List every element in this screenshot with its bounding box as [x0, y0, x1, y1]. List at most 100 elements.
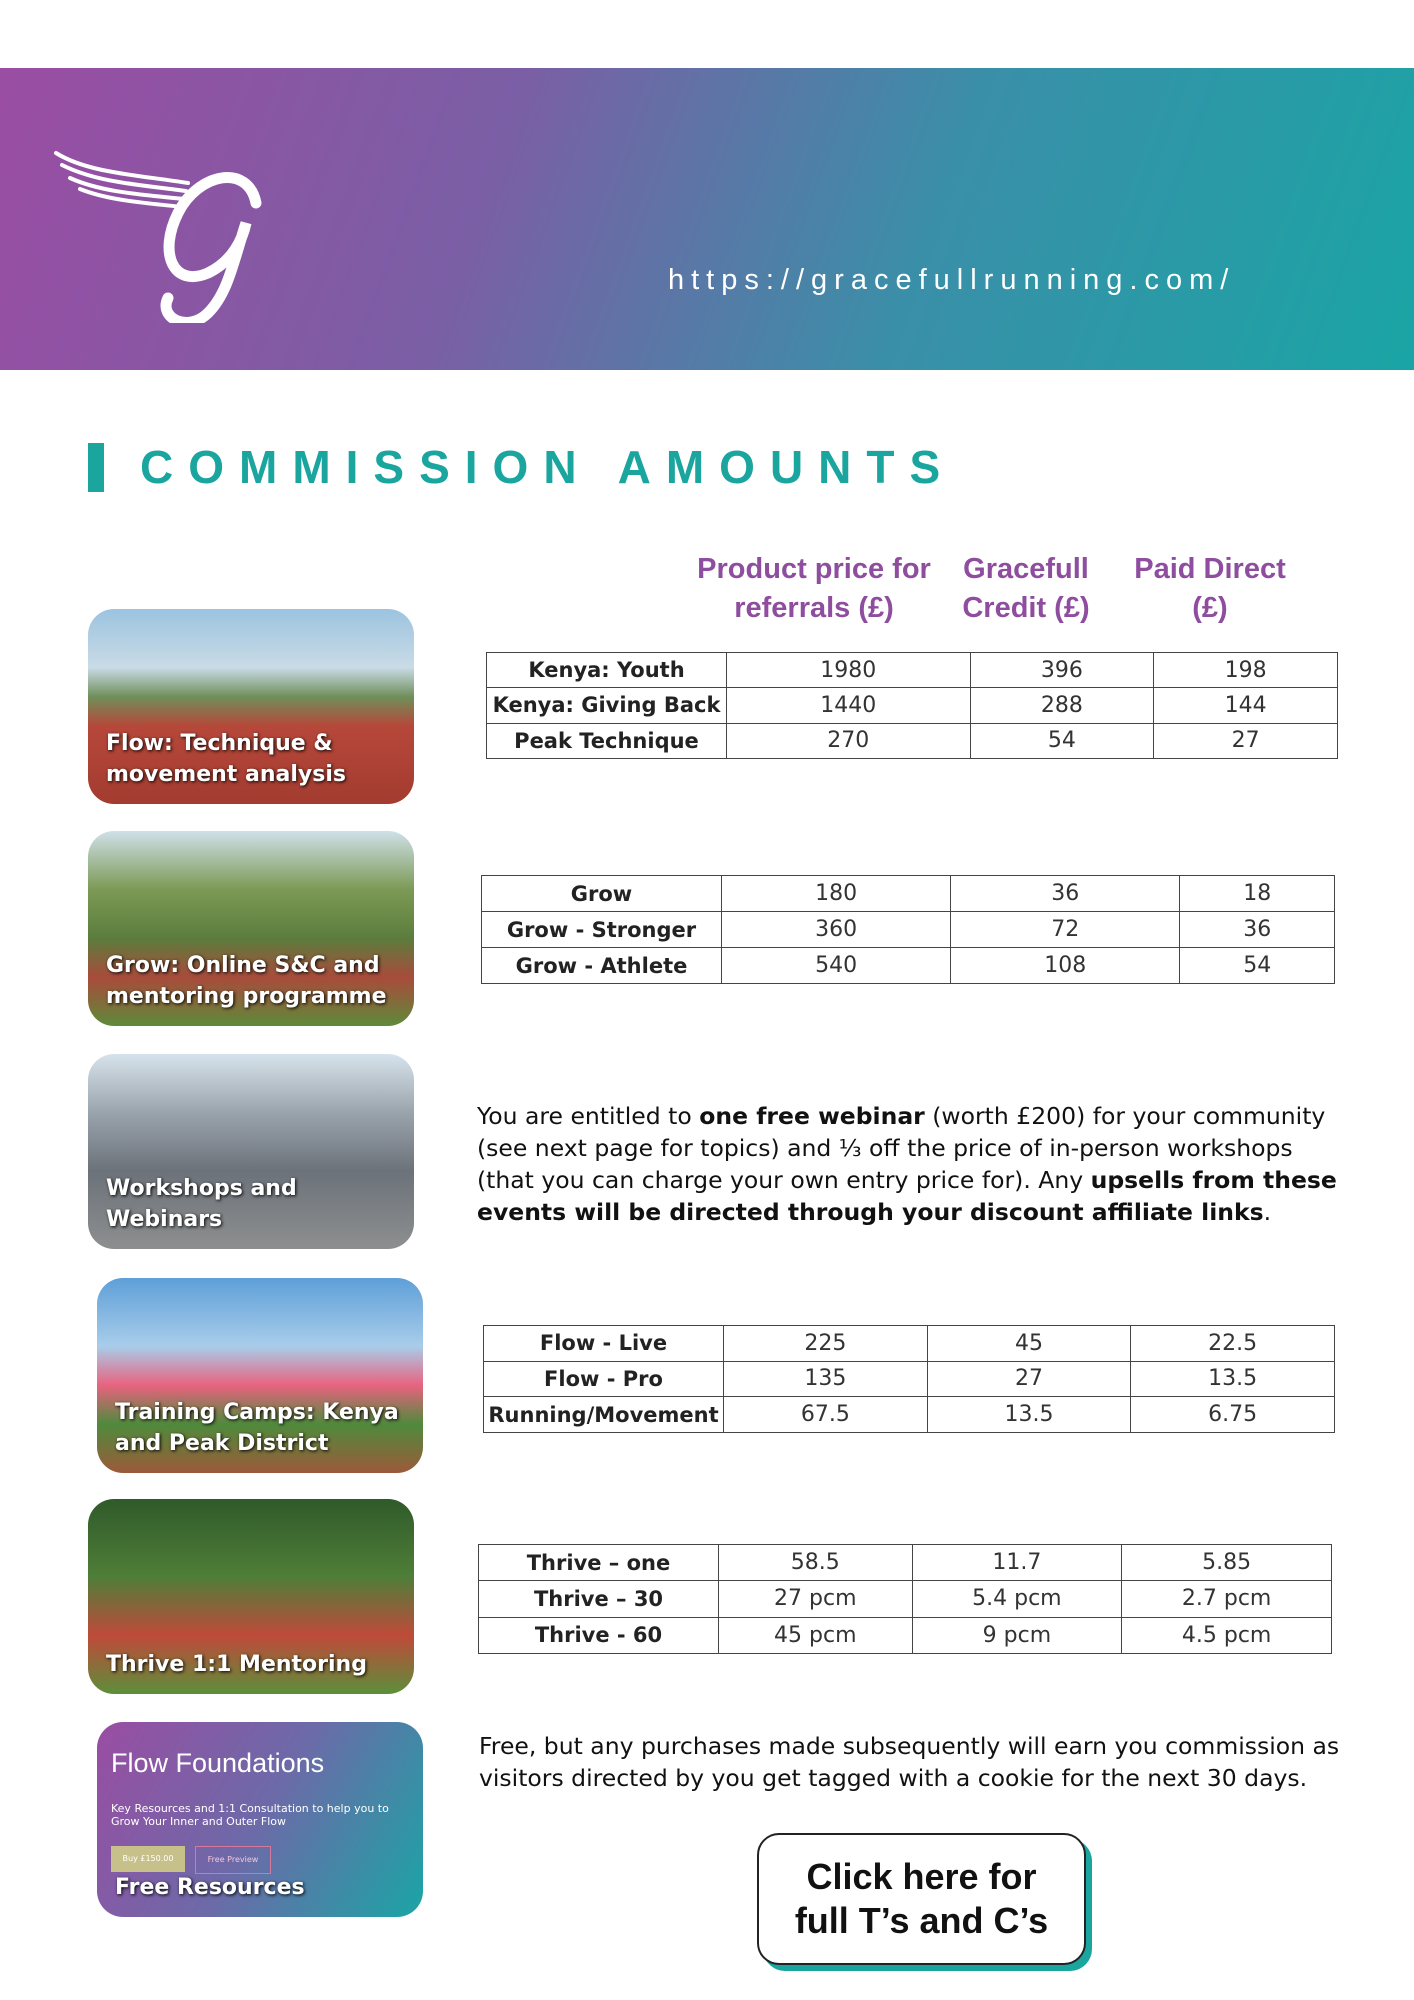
amount-cell: 1980: [726, 651, 971, 689]
commission-table: Grow 180 36 18 Grow - Stronger 360 72 36 Grow - …: [481, 875, 1335, 984]
website-url[interactable]: https://gracefullrunning.com/: [668, 264, 1236, 296]
card-caption: Training Camps: Kenya and Peak District: [115, 1400, 399, 1456]
amount-cell: 288: [969, 687, 1155, 724]
product-name: Flow - Pro: [483, 1360, 724, 1398]
program-card: Grow: Online S&C and mentoring programme: [88, 831, 414, 1026]
card-caption: Flow: Technique & movement analysis: [106, 731, 346, 787]
commission-table: Flow - Live 225 45 22.5 Flow - Pro 135 27 13.5 R…: [483, 1325, 1335, 1433]
text-run: (worth £200) for your community (see nex…: [477, 1102, 1326, 1194]
amount-cell: 108: [950, 947, 1181, 984]
table-row: Thrive – one 58.5 11.7 5.85: [478, 1543, 1332, 1582]
amount-cell: 4.5 pcm: [1121, 1616, 1332, 1655]
amount-cell: 13.5: [1130, 1360, 1335, 1398]
header-banner: https://gracefullrunning.com/: [0, 68, 1414, 370]
table-body: Grow 180 36 18 Grow - Stronger 360 72 36 Grow - …: [481, 875, 1335, 984]
amount-cell: 11.7: [911, 1543, 1123, 1582]
table-row: Kenya: Youth 1980 396 198: [486, 651, 1338, 689]
amount-cell: 144: [1153, 687, 1338, 724]
program-card: Flow: Technique & movement analysis: [88, 609, 414, 804]
amount-cell: 135: [723, 1360, 928, 1398]
amount-cell: 6.75: [1130, 1396, 1335, 1433]
product-name: Kenya: Youth: [486, 651, 727, 689]
webinar-text: You are entitled to one free webinar (wo…: [477, 1100, 1337, 1228]
amount-cell: 54: [1179, 947, 1335, 984]
product-name: Grow - Athlete: [481, 947, 722, 984]
amount-cell: 58.5: [718, 1543, 913, 1582]
amount-cell: 5.85: [1121, 1543, 1332, 1582]
amount-cell: 180: [720, 875, 952, 912]
table-row: Thrive - 60 45 pcm 9 pcm 4.5 pcm: [478, 1616, 1332, 1655]
card-description: Key Resources and 1:1 Consultation to he…: [111, 1802, 389, 1828]
amount-cell: 1440: [726, 687, 971, 724]
table-row: Kenya: Giving Back 1440 288 144: [486, 687, 1338, 724]
amount-cell: 36: [950, 875, 1181, 912]
table-body: Kenya: Youth 1980 396 198 Kenya: Giving Back…: [486, 651, 1338, 760]
table-row: Flow - Live 225 45 22.5: [483, 1325, 1335, 1362]
amount-cell: 18: [1179, 875, 1335, 912]
amount-cell: 22.5: [1130, 1325, 1335, 1362]
table-body: Thrive – one 58.5 11.7 5.85 Thrive – 30 27 pc…: [478, 1543, 1332, 1655]
product-name: Thrive - 60: [478, 1616, 719, 1655]
product-name: Grow: [481, 875, 722, 912]
buy-button[interactable]: Buy £150.00: [111, 1846, 185, 1872]
preview-button[interactable]: Free Preview: [195, 1846, 271, 1874]
column-header: Paid Direct (£): [1134, 553, 1286, 624]
amount-cell: 27: [926, 1360, 1132, 1398]
text-run: upsells from these events will be direct…: [477, 1166, 1337, 1226]
amount-cell: 198: [1153, 651, 1338, 689]
commission-table: Thrive – one 58.5 11.7 5.85 Thrive – 30 27 pc…: [478, 1543, 1332, 1655]
table-row: Grow - Athlete 540 108 54: [481, 947, 1335, 984]
free-resources-text: Free, but any purchases made subsequentl…: [479, 1732, 1340, 1792]
amount-cell: 540: [720, 947, 952, 984]
card-heading: Flow Foundations: [111, 1748, 325, 1778]
card-caption: Grow: Online S&C and mentoring programme: [106, 953, 387, 1009]
column-header: Product price for referrals (£): [697, 553, 931, 624]
section-title: COMMISSION AMOUNTS: [140, 441, 956, 493]
amount-cell: 27 pcm: [718, 1580, 913, 1618]
amount-cell: 67.5: [723, 1396, 928, 1433]
text-run: one free webinar: [699, 1102, 925, 1130]
terms-button[interactable]: Click here for full T’s and C’s: [757, 1833, 1086, 1965]
text-run: .: [1263, 1198, 1272, 1226]
amount-cell: 360: [720, 911, 952, 948]
table-row: Peak Technique 270 54 27: [486, 722, 1338, 760]
amount-cell: 27: [1153, 722, 1338, 760]
amount-cell: 270: [726, 722, 971, 760]
amount-cell: 5.4 pcm: [911, 1580, 1123, 1618]
amount-cell: 45: [926, 1325, 1132, 1362]
amount-cell: 2.7 pcm: [1121, 1580, 1332, 1618]
product-name: Running/Movement: [483, 1396, 724, 1433]
text-run: You are entitled to: [477, 1102, 700, 1130]
amount-cell: 225: [723, 1325, 928, 1362]
commission-table: Kenya: Youth 1980 396 198 Kenya: Giving Back…: [486, 651, 1338, 760]
product-name: Peak Technique: [486, 722, 727, 760]
column-header: Gracefull Credit (£): [962, 553, 1090, 624]
table-row: Thrive – 30 27 pcm 5.4 pcm 2.7 pcm: [478, 1580, 1332, 1618]
card-caption: Thrive 1:1 Mentoring: [106, 1652, 367, 1677]
table-row: Running/Movement 67.5 13.5 6.75: [483, 1396, 1335, 1433]
logo: [54, 151, 262, 323]
product-name: Thrive – one: [478, 1543, 719, 1582]
amount-cell: 72: [950, 911, 1181, 948]
product-name: Kenya: Giving Back: [486, 687, 727, 724]
amount-cell: 45 pcm: [718, 1616, 913, 1655]
button-label[interactable]: Click here for full T’s and C’s: [794, 1856, 1049, 1941]
program-card: Training Camps: Kenya and Peak District: [97, 1278, 423, 1473]
table-body: Flow - Live 225 45 22.5 Flow - Pro 135 27 13.5 R…: [483, 1325, 1335, 1433]
table-row: Flow - Pro 135 27 13.5: [483, 1360, 1335, 1398]
amount-cell: 396: [969, 651, 1155, 689]
program-card: Flow Foundations Key Resources and 1:1 Co…: [97, 1722, 423, 1917]
card-caption: Free Resources: [115, 1875, 305, 1900]
product-name: Thrive – 30: [478, 1580, 719, 1618]
amount-cell: 36: [1179, 911, 1335, 948]
amount-cell: 13.5: [926, 1396, 1132, 1433]
product-name: Grow - Stronger: [481, 911, 722, 948]
table-row: Grow - Stronger 360 72 36: [481, 911, 1335, 948]
title-accent: [88, 443, 104, 492]
amount-cell: 54: [969, 722, 1155, 760]
table-row: Grow 180 36 18: [481, 875, 1335, 912]
amount-cell: 9 pcm: [911, 1616, 1123, 1655]
program-card: Thrive 1:1 Mentoring: [88, 1499, 414, 1694]
